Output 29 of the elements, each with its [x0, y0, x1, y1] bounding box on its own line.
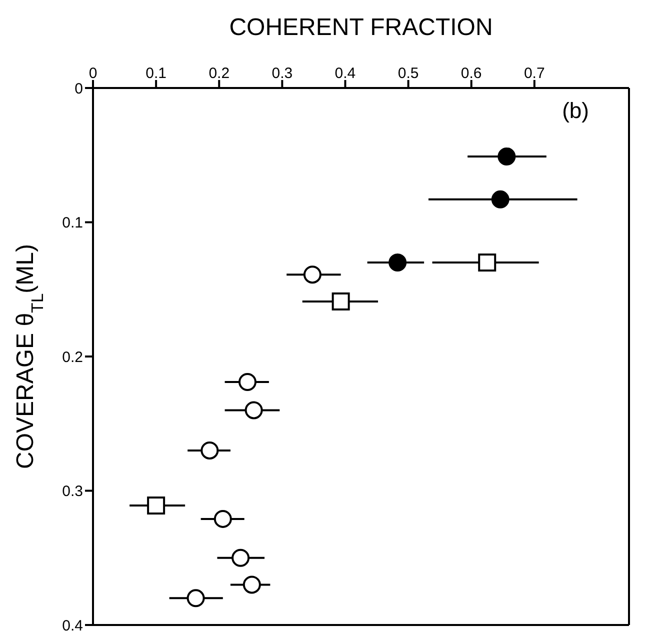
x-tick-label: 0.6 — [460, 65, 482, 82]
x-tick-label: 0.2 — [208, 65, 230, 82]
point — [200, 441, 219, 460]
y-tick-label: 0.2 — [62, 348, 83, 366]
x-tick-label: 0.4 — [334, 65, 356, 82]
point — [238, 373, 256, 392]
point — [214, 510, 232, 528]
y-tick-label: 0.3 — [62, 483, 83, 500]
point — [244, 401, 263, 420]
point — [332, 292, 350, 310]
point — [388, 254, 407, 272]
annotation: (b) — [562, 98, 589, 123]
point — [147, 496, 166, 515]
x-tick-label: 0 — [88, 65, 98, 82]
point — [478, 254, 496, 272]
y-tick-label: 0 — [74, 80, 83, 98]
y-tick-label: 0.4 — [62, 617, 83, 634]
y-tick-label: 0.1 — [62, 214, 83, 232]
point — [242, 576, 261, 594]
x-axis-title: COHERENT FRACTION — [229, 14, 493, 42]
x-tick-label: 0.7 — [524, 65, 545, 82]
point — [498, 147, 516, 166]
point — [232, 548, 250, 567]
point — [186, 589, 205, 608]
point — [303, 266, 322, 284]
point — [491, 190, 510, 208]
x-tick-label: 0.1 — [146, 65, 166, 82]
x-tick-label: 0.3 — [272, 65, 293, 82]
x-tick-label: 0.5 — [398, 65, 419, 82]
